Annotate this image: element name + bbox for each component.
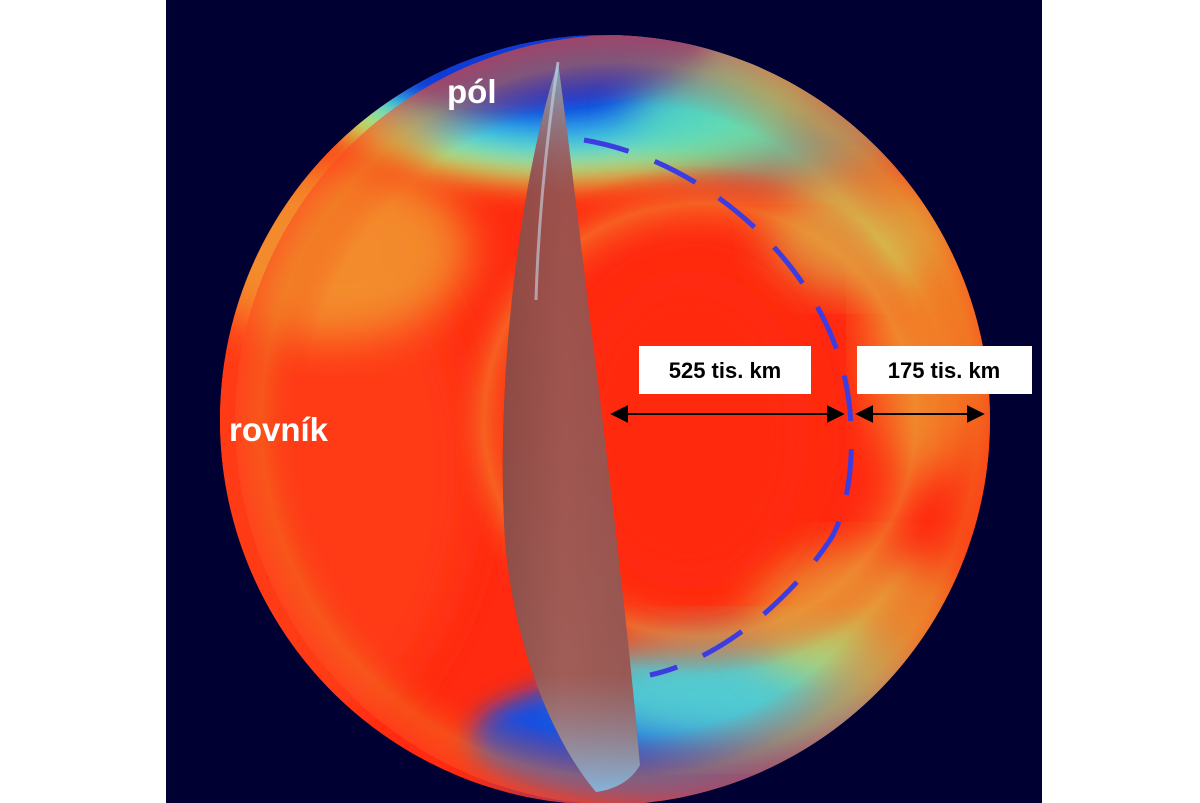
cutaway-wedge bbox=[502, 61, 640, 792]
outer-distance-label: 175 tis. km bbox=[857, 346, 1032, 394]
convection-zone-boundary bbox=[583, 137, 854, 678]
pole-label: pól bbox=[447, 73, 496, 110]
inner-distance-text: 525 tis. km bbox=[669, 358, 782, 383]
outer-distance-text: 175 tis. km bbox=[888, 358, 1001, 383]
inner-distance-label: 525 tis. km bbox=[639, 346, 811, 394]
equator-label: rovník bbox=[229, 411, 329, 448]
